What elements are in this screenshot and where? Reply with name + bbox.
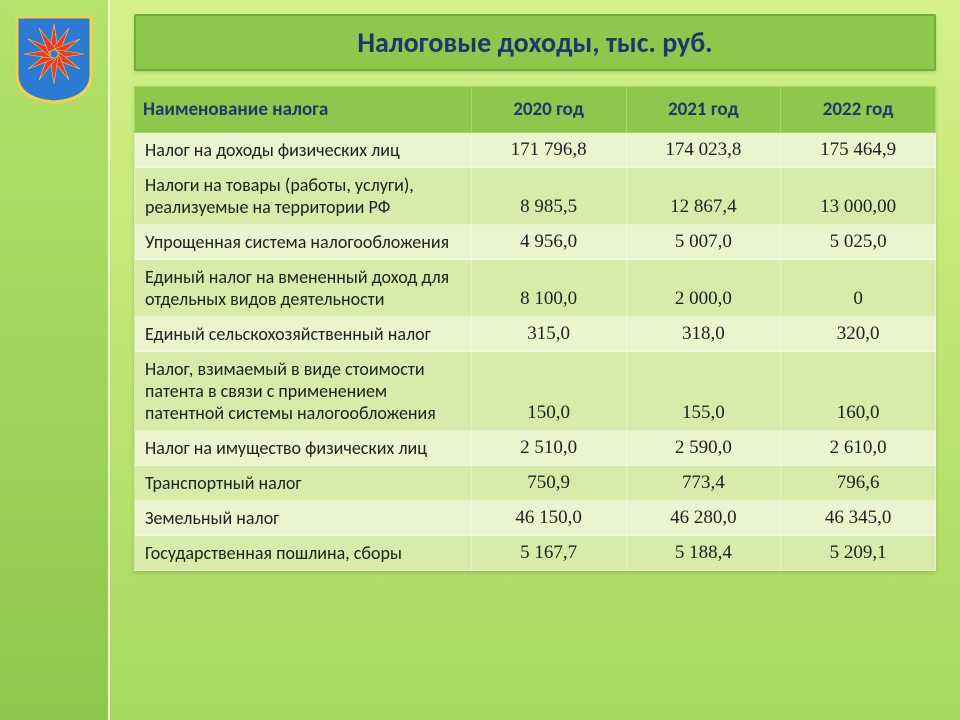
tax-name-cell: Налог на имущество физических лиц [135, 431, 472, 466]
tax-name-cell: Земельный налог [135, 501, 472, 536]
table-row: Транспортный налог750,9773,4796,6 [135, 466, 936, 501]
value-cell: 796,6 [781, 466, 936, 501]
tax-revenue-table: Наименование налога 2020 год 2021 год 20… [134, 86, 936, 571]
table-row: Налог на имущество физических лиц2 510,0… [135, 431, 936, 466]
tax-name-cell: Налоги на товары (работы, услуги), реали… [135, 168, 472, 225]
table-row: Государственная пошлина, сборы5 167,75 1… [135, 536, 936, 571]
value-cell: 750,9 [471, 466, 626, 501]
value-cell: 318,0 [626, 317, 781, 352]
value-cell: 174 023,8 [626, 133, 781, 168]
value-cell: 5 025,0 [781, 225, 936, 260]
table-header-row: Наименование налога 2020 год 2021 год 20… [135, 87, 936, 133]
value-cell: 150,0 [471, 352, 626, 431]
coat-of-arms-icon [14, 14, 94, 104]
tax-name-cell: Налог на доходы физических лиц [135, 133, 472, 168]
value-cell: 46 345,0 [781, 501, 936, 536]
value-cell: 2 510,0 [471, 431, 626, 466]
value-cell: 46 280,0 [626, 501, 781, 536]
col-header-2021: 2021 год [626, 87, 781, 133]
value-cell: 0 [781, 260, 936, 317]
table-row: Налоги на товары (работы, услуги), реали… [135, 168, 936, 225]
value-cell: 13 000,00 [781, 168, 936, 225]
value-cell: 8 985,5 [471, 168, 626, 225]
tax-name-cell: Единый сельскохозяйственный налог [135, 317, 472, 352]
value-cell: 160,0 [781, 352, 936, 431]
value-cell: 4 956,0 [471, 225, 626, 260]
main-content: Налоговые доходы, тыс. руб. Наименование… [110, 0, 960, 720]
table-row: Упрощенная система налогообложения4 956,… [135, 225, 936, 260]
value-cell: 8 100,0 [471, 260, 626, 317]
table-row: Налог на доходы физических лиц171 796,81… [135, 133, 936, 168]
tax-name-cell: Упрощенная система налогообложения [135, 225, 472, 260]
value-cell: 155,0 [626, 352, 781, 431]
value-cell: 315,0 [471, 317, 626, 352]
tax-name-cell: Государственная пошлина, сборы [135, 536, 472, 571]
col-header-name: Наименование налога [135, 87, 472, 133]
table-row: Налог, взимаемый в виде стоимости патент… [135, 352, 936, 431]
table-row: Единый сельскохозяйственный налог315,031… [135, 317, 936, 352]
value-cell: 2 000,0 [626, 260, 781, 317]
value-cell: 320,0 [781, 317, 936, 352]
value-cell: 5 188,4 [626, 536, 781, 571]
table-row: Земельный налог46 150,046 280,046 345,0 [135, 501, 936, 536]
value-cell: 2 590,0 [626, 431, 781, 466]
value-cell: 175 464,9 [781, 133, 936, 168]
col-header-2020: 2020 год [471, 87, 626, 133]
value-cell: 2 610,0 [781, 431, 936, 466]
page-title: Налоговые доходы, тыс. руб. [357, 25, 712, 60]
value-cell: 5 209,1 [781, 536, 936, 571]
table-row: Единый налог на вмененный доход для отде… [135, 260, 936, 317]
page-title-bar: Налоговые доходы, тыс. руб. [134, 14, 936, 71]
tax-name-cell: Транспортный налог [135, 466, 472, 501]
value-cell: 5 007,0 [626, 225, 781, 260]
value-cell: 5 167,7 [471, 536, 626, 571]
tax-name-cell: Единый налог на вмененный доход для отде… [135, 260, 472, 317]
col-header-2022: 2022 год [781, 87, 936, 133]
value-cell: 171 796,8 [471, 133, 626, 168]
sidebar [0, 0, 110, 720]
value-cell: 12 867,4 [626, 168, 781, 225]
tax-name-cell: Налог, взимаемый в виде стоимости патент… [135, 352, 472, 431]
value-cell: 773,4 [626, 466, 781, 501]
value-cell: 46 150,0 [471, 501, 626, 536]
